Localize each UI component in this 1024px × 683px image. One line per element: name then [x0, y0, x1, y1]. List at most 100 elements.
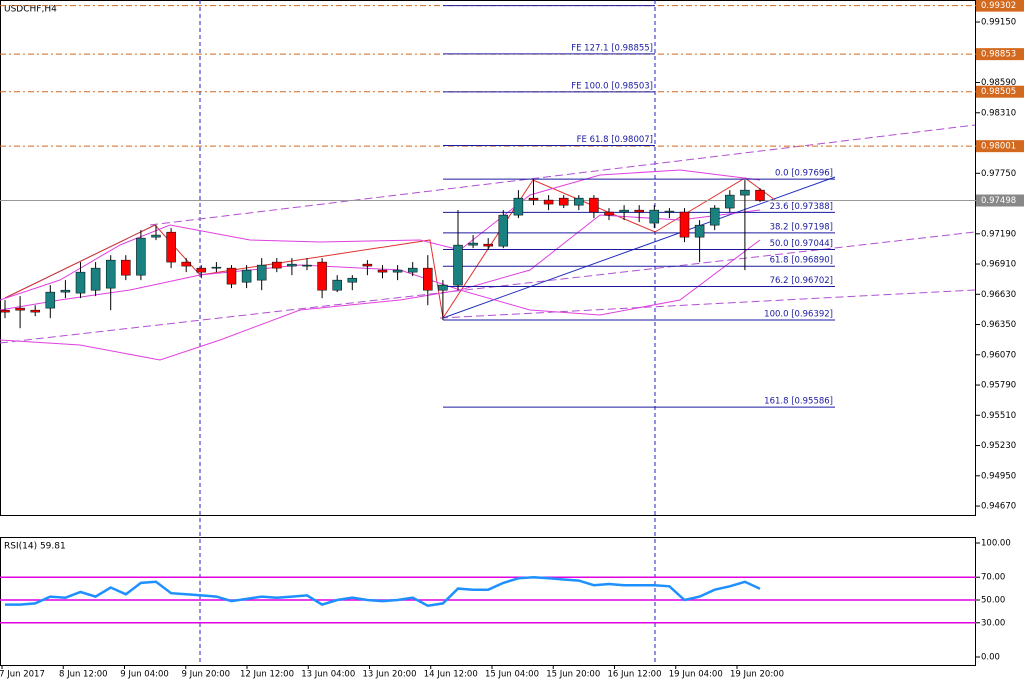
fib-label: 76.2 [0.96702]: [770, 276, 833, 286]
candle-body: [15, 307, 25, 311]
x-tick-label: 7 Jun 2017: [0, 670, 45, 680]
x-tick-label: 9 Jun 04:00: [120, 670, 169, 680]
candle-body: [211, 266, 222, 269]
x-tick-label: 19 Jun 20:00: [730, 670, 784, 680]
candle-body: [407, 267, 418, 273]
fib-label: 38.2 [0.97198]: [770, 222, 833, 232]
channel-line: [149, 124, 976, 226]
y-tick-label: 0.98310: [981, 108, 1016, 118]
candle-body: [272, 261, 282, 269]
level-label-box: [976, 48, 1024, 61]
rsi-y-tick-label: 100.00: [981, 539, 1011, 549]
candle-body: [740, 189, 750, 196]
candle-body: [694, 224, 705, 238]
y-tick-label: 0.98590: [981, 78, 1016, 88]
fib-label: 100.0 [0.96392]: [764, 309, 833, 319]
y-tick-label: 0.96630: [981, 290, 1016, 300]
fib-label: 161.8 [0.95586]: [764, 397, 833, 407]
candle-body: [558, 197, 569, 206]
level-label-box: [976, 85, 1024, 98]
candle-body: [196, 267, 207, 273]
y-tick-label: 0.94950: [981, 471, 1016, 481]
candle-body: [513, 197, 524, 216]
y-tick-label: 0.96910: [981, 260, 1016, 270]
x-tick-label: 19 Jun 04:00: [669, 670, 723, 680]
candle-body: [241, 269, 252, 283]
candle-body: [453, 244, 463, 286]
level-label: 0.98001: [981, 142, 1016, 152]
x-tick-label: 15 Jun 20:00: [546, 670, 600, 680]
candle-body: [679, 211, 690, 238]
rsi-title: RSI(14) 59.81: [4, 542, 66, 552]
candle-body: [45, 291, 56, 309]
candle-body: [589, 197, 599, 213]
x-tick-label: 14 Jun 12:00: [424, 670, 478, 680]
candle-body: [90, 267, 101, 291]
current-price-box: [976, 194, 1024, 207]
current-price-label: 0.97498: [981, 196, 1016, 206]
channel-line: [439, 289, 976, 319]
candle-body: [423, 267, 433, 291]
candle-body: [151, 234, 161, 238]
x-tick-label: 15 Jun 04:00: [485, 670, 539, 680]
rsi-line: [5, 575, 761, 607]
y-tick-label: 0.96350: [981, 320, 1016, 330]
y-tick-label: 0.95510: [981, 411, 1016, 421]
level-label: 0.98853: [981, 50, 1016, 60]
fe-label: FE 100.0 [0.98503]: [571, 81, 653, 91]
candle-body: [181, 261, 191, 267]
main-panel: [0, 0, 976, 516]
candle-body: [438, 284, 448, 291]
candle-body: [30, 309, 40, 313]
candle-body: [392, 269, 403, 273]
candle-body: [256, 264, 267, 281]
candle-body: [725, 194, 735, 209]
level-label-box: [976, 0, 1024, 12]
chart-title: USDCHF,H4: [4, 5, 57, 15]
x-tick-label: 12 Jun 12:00: [240, 670, 294, 680]
candle-body: [649, 209, 660, 224]
candle-body: [347, 277, 358, 283]
candle-body: [528, 197, 539, 201]
candle-body: [105, 259, 116, 289]
y-tick-label: 0.97190: [981, 229, 1016, 239]
x-tick-label: 8 Jun 12:00: [59, 670, 108, 680]
candle-body: [574, 197, 584, 206]
bollinger-lower: [0, 239, 761, 361]
fib-label: 0.0 [0.97696]: [775, 169, 833, 179]
x-tick-label: 16 Jun 12:00: [608, 670, 662, 680]
bollinger-upper: [0, 169, 761, 301]
rsi-y-tick-label: 70.00: [981, 573, 1005, 583]
candle-body: [60, 289, 71, 293]
candle-body: [287, 263, 297, 267]
level-label-box: [976, 140, 1024, 153]
y-tick-label: 0.99150: [981, 18, 1016, 28]
rsi-y-tick-label: 30.00: [981, 618, 1005, 628]
channel-line: [0, 231, 976, 344]
fe-label: FE 61.8 [0.98007]: [577, 135, 653, 145]
y-tick-label: 0.97750: [981, 169, 1016, 179]
fib-label: 61.8 [0.96890]: [770, 256, 833, 266]
rsi-y-tick-label: 50.00: [981, 596, 1005, 606]
candle-body: [166, 231, 176, 263]
candle-body: [498, 214, 509, 247]
fib-label: 23.6 [0.97388]: [770, 202, 833, 212]
candle-body: [664, 210, 675, 213]
rsi-panel: [0, 537, 976, 666]
candle-body: [0, 309, 10, 313]
candle-body: [483, 243, 493, 247]
fe-label: FE 127.1 [0.98855]: [571, 43, 653, 53]
rsi-y-tick-label: 0.00: [981, 653, 1000, 663]
candle-body: [709, 207, 720, 226]
candle-body: [317, 261, 327, 291]
candle-body: [136, 237, 146, 276]
candle-body: [755, 189, 765, 201]
y-tick-label: 0.95230: [981, 441, 1016, 451]
candle-body: [604, 211, 614, 216]
x-tick-label: 13 Jun 04:00: [301, 670, 355, 680]
x-tick-label: 13 Jun 20:00: [363, 670, 417, 680]
candle-body: [302, 264, 312, 267]
candle-body: [332, 279, 342, 291]
candle-body: [75, 271, 86, 294]
